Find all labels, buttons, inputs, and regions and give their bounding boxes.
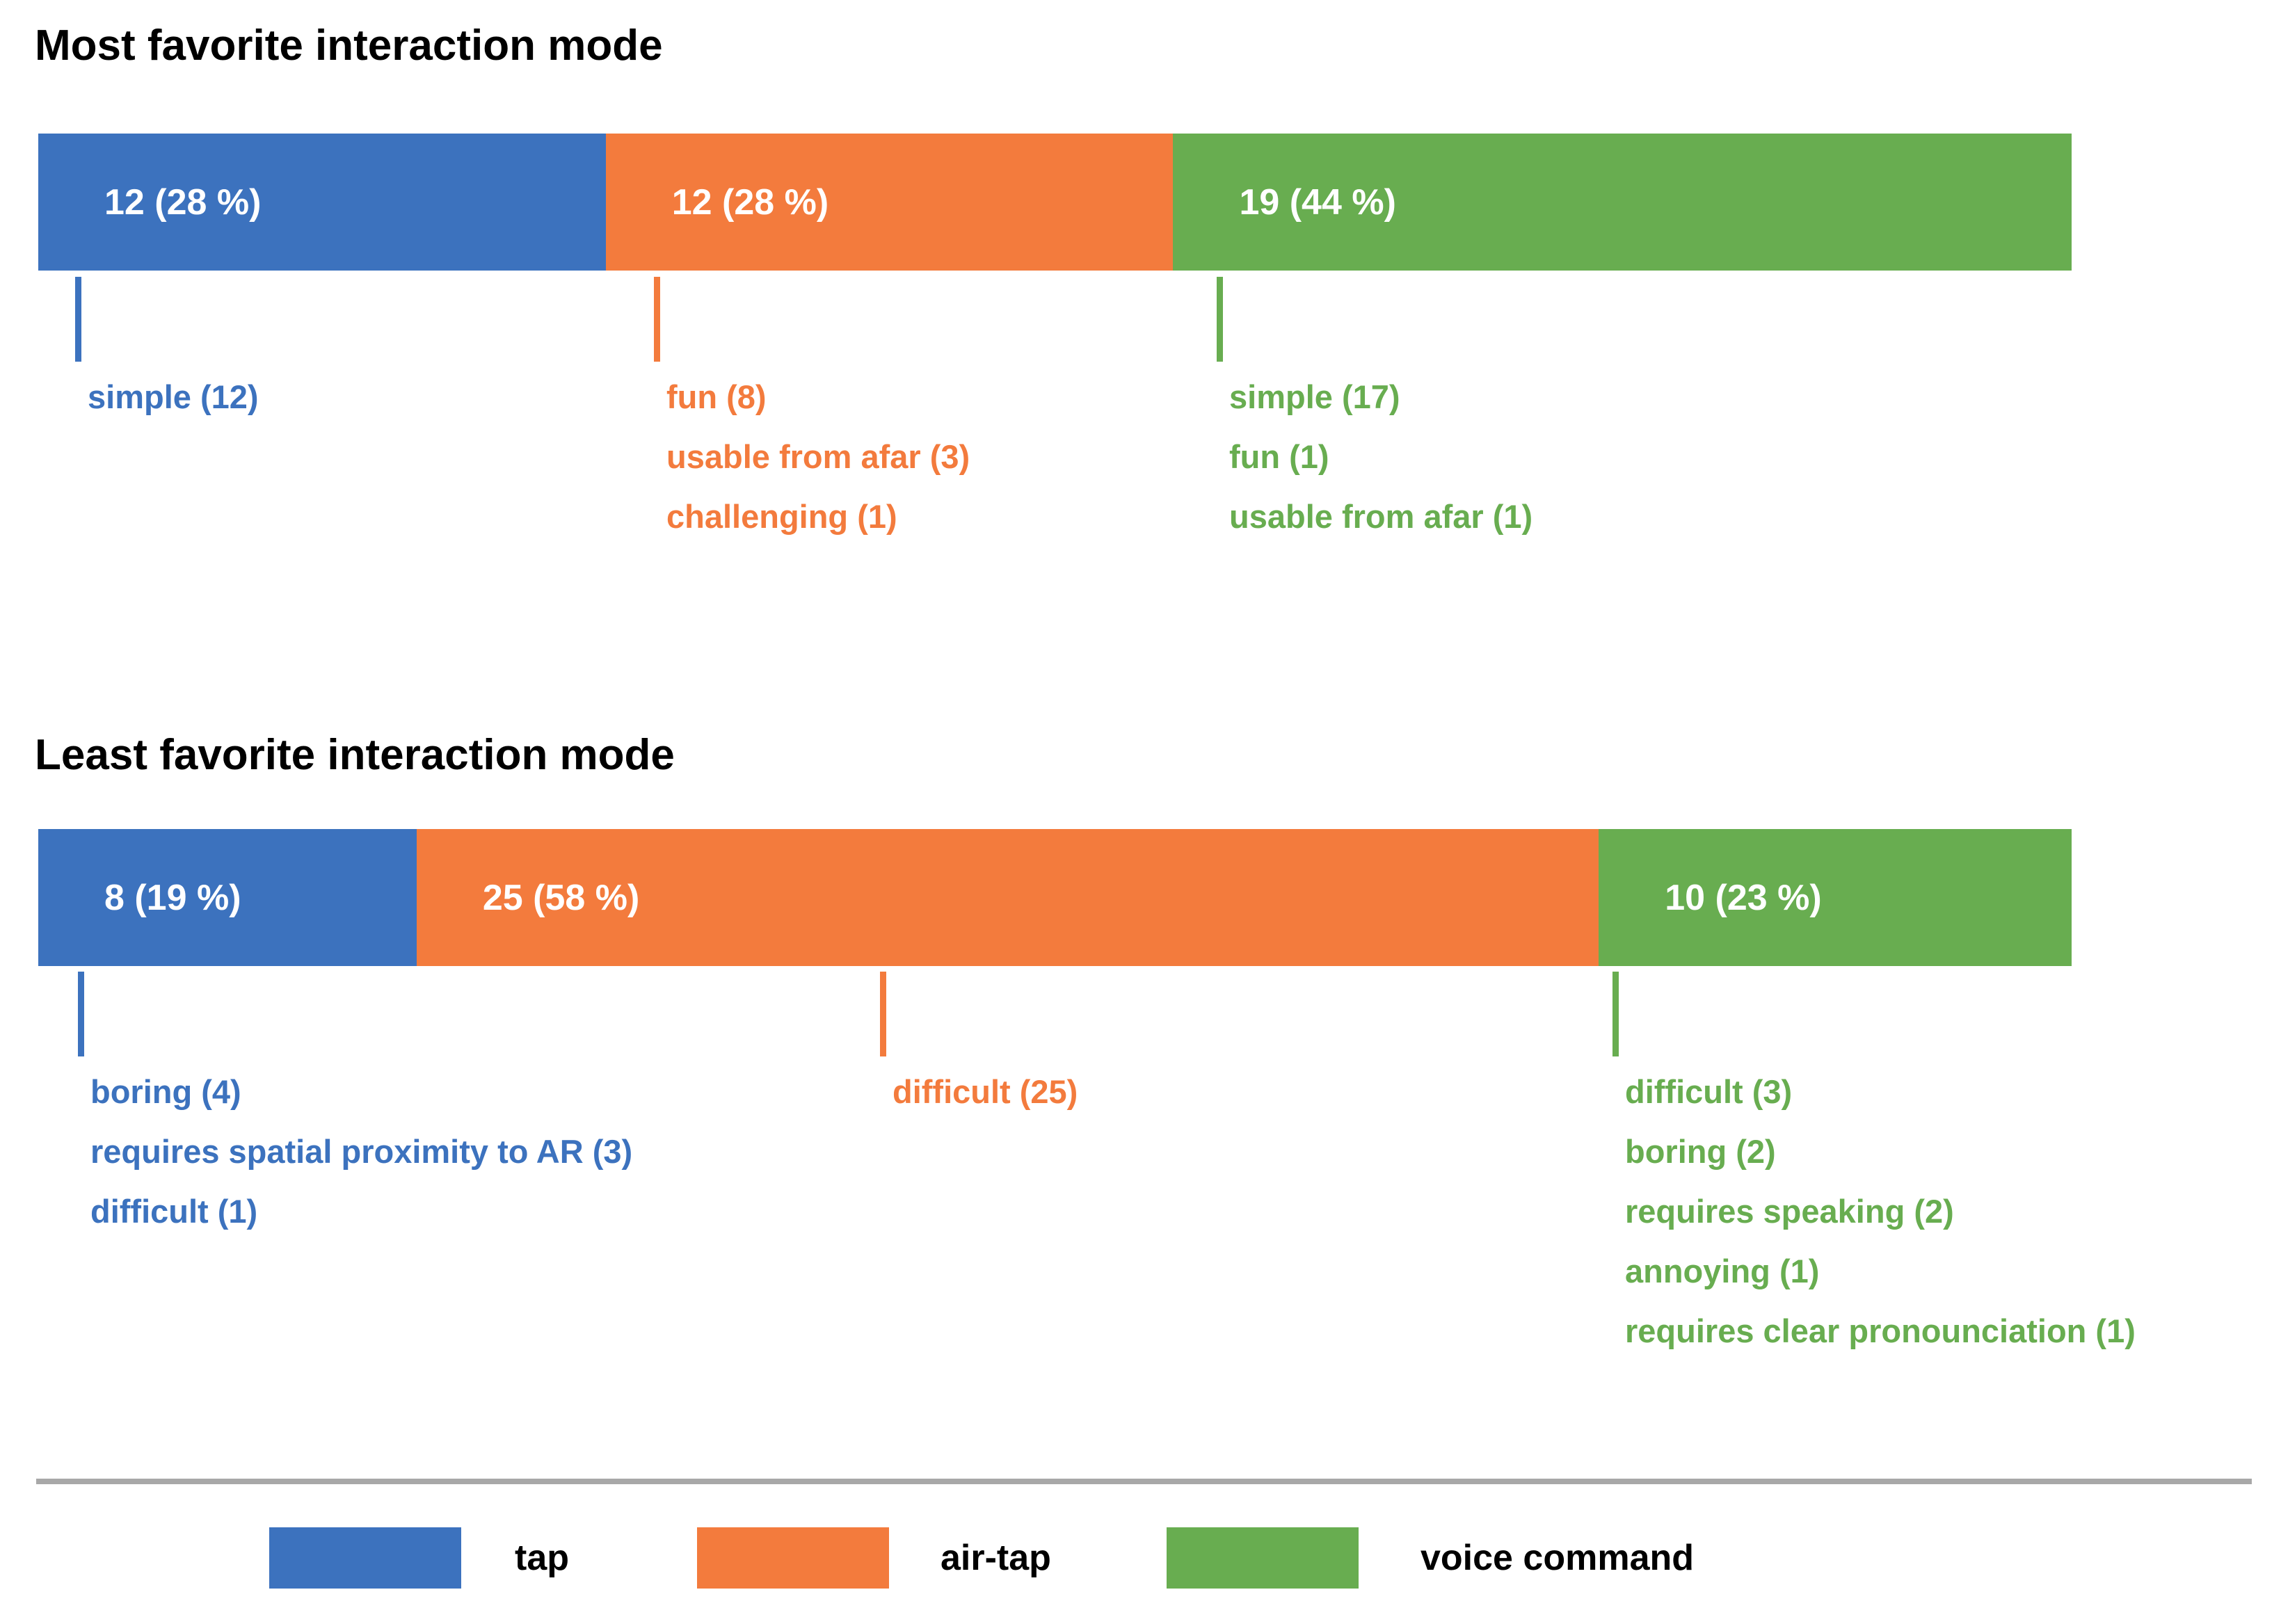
chart1-callout-tick-voice-command [1217, 277, 1223, 362]
chart2-callout-tick-voice-command [1612, 972, 1619, 1056]
chart2-bar-segment-air-tap: 25 (58 %) [416, 829, 1599, 966]
chart1-segment-label-voice-command: 19 (44 %) [1239, 182, 1396, 223]
chart1-callout-tick-tap [75, 277, 81, 362]
annotation-line: difficult (25) [893, 1073, 1078, 1110]
annotation-line: requires spatial proximity to AR (3) [90, 1133, 633, 1170]
chart1-bar-segment-air-tap: 12 (28 %) [605, 134, 1174, 271]
annotation-line: simple (17) [1229, 378, 1400, 415]
chart1-callout-tick-air-tap [654, 277, 660, 362]
chart2-annotations-voice-command: difficult (3) boring (2) requires speaki… [1625, 1062, 2136, 1361]
annotation-line: requires speaking (2) [1625, 1193, 1954, 1230]
chart1-bar-segment-voice-command: 19 (44 %) [1173, 134, 2072, 271]
chart2-bar-segment-voice-command: 10 (23 %) [1599, 829, 2072, 966]
annotation-line: difficult (1) [90, 1193, 258, 1230]
legend-label-air-tap: air-tap [941, 1538, 1051, 1578]
annotation-line: fun (8) [666, 378, 767, 415]
chart2-callout-tick-air-tap [880, 972, 886, 1056]
annotation-line: boring (2) [1625, 1133, 1776, 1170]
legend-swatch-voice-command [1167, 1527, 1359, 1589]
legend-swatch-tap [269, 1527, 461, 1589]
chart2-title: Least favorite interaction mode [35, 731, 675, 779]
chart1-annotations-voice-command: simple (17) fun (1) usable from afar (1) [1229, 367, 1532, 547]
chart2-annotations-air-tap: difficult (25) [893, 1062, 1078, 1122]
chart2-annotations-tap: boring (4) requires spatial proximity to… [90, 1062, 632, 1241]
chart1-segment-label-tap: 12 (28 %) [104, 182, 262, 223]
chart2-segment-label-voice-command: 10 (23 %) [1665, 877, 1822, 918]
chart2-segment-label-air-tap: 25 (58 %) [482, 877, 640, 918]
annotation-line: challenging (1) [666, 498, 897, 535]
chart1-bar-segment-tap: 12 (28 %) [38, 134, 606, 271]
chart1-annotations-tap: simple (12) [88, 367, 259, 427]
legend-label-voice-command: voice command [1420, 1538, 1695, 1578]
chart2-segment-label-tap: 8 (19 %) [104, 877, 241, 918]
annotation-line: difficult (3) [1625, 1073, 1793, 1110]
annotation-line: requires clear pronounciation (1) [1625, 1312, 2136, 1349]
annotation-line: boring (4) [90, 1073, 241, 1110]
chart1-annotations-air-tap: fun (8) usable from afar (3) challenging… [666, 367, 970, 547]
annotation-line: usable from afar (3) [666, 438, 970, 475]
annotation-line: annoying (1) [1625, 1253, 1820, 1289]
annotation-line: simple (12) [88, 378, 259, 415]
legend-label-tap: tap [515, 1538, 569, 1578]
chart1-segment-label-air-tap: 12 (28 %) [671, 182, 829, 223]
annotation-line: usable from afar (1) [1229, 498, 1533, 535]
chart1-title: Most favorite interaction mode [35, 22, 663, 70]
chart2-callout-tick-tap [78, 972, 84, 1056]
chart2-bar: 8 (19 %) 25 (58 %) 10 (23 %) [38, 829, 2072, 966]
chart2-bar-segment-tap: 8 (19 %) [38, 829, 417, 966]
divider-line [36, 1479, 2252, 1484]
annotation-line: fun (1) [1229, 438, 1329, 475]
legend-swatch-air-tap [697, 1527, 889, 1589]
chart1-bar: 12 (28 %) 12 (28 %) 19 (44 %) [38, 134, 2072, 271]
